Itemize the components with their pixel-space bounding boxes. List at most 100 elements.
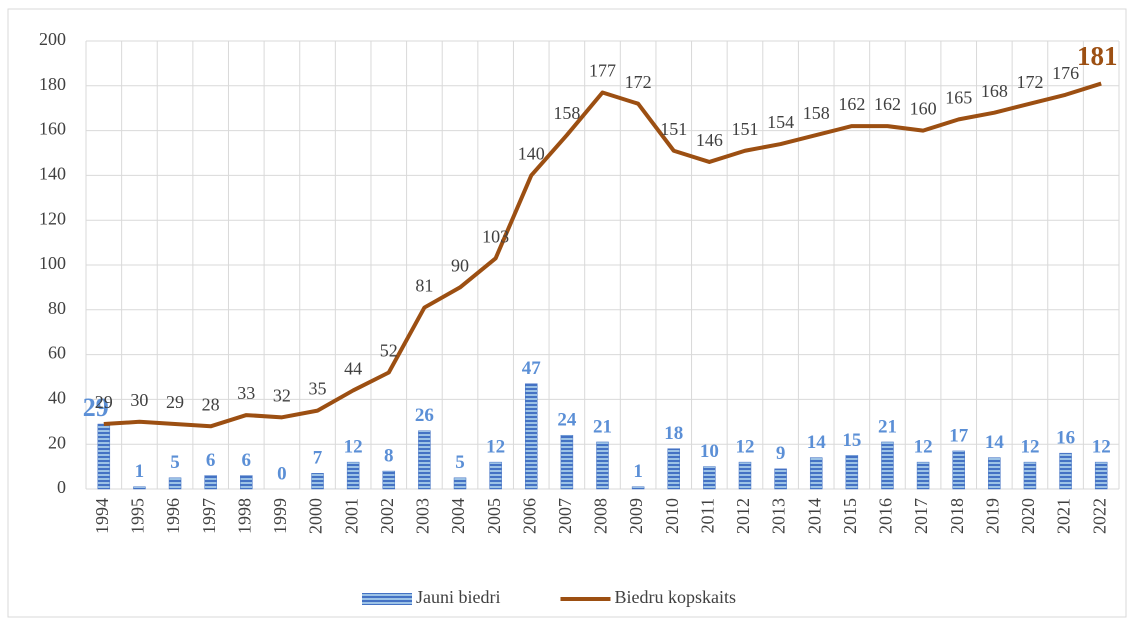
bar: [845, 455, 859, 490]
line-value-label: 168: [981, 81, 1008, 101]
x-tick-label: 1998: [234, 498, 254, 534]
x-tick-label: 2002: [377, 498, 397, 534]
chart-border: [7, 8, 1127, 618]
legend-label: Jauni biedri: [416, 587, 500, 607]
x-tick-label: 2016: [876, 498, 896, 534]
line-value-label: 52: [380, 341, 398, 361]
line-value-label: 30: [130, 390, 148, 410]
line-value-label: 151: [660, 119, 687, 139]
bar-value-label: 17: [949, 425, 969, 446]
y-tick-label: 60: [48, 343, 66, 363]
line-value-label: 160: [910, 99, 937, 119]
x-tick-label: 1997: [199, 498, 219, 534]
y-tick-label: 100: [39, 253, 66, 273]
bar-value-label: 12: [486, 436, 505, 457]
x-tick-label: 1995: [128, 498, 148, 534]
y-tick-label: 200: [39, 29, 66, 49]
line-value-label: 158: [553, 103, 580, 123]
bar-value-label: 18: [664, 423, 683, 444]
x-tick-label: 2001: [341, 498, 361, 534]
x-tick-label: 2012: [733, 498, 753, 534]
y-tick-label: 180: [39, 74, 66, 94]
line-value-label: 177: [589, 61, 616, 81]
bar-value-label: 12: [1020, 436, 1039, 457]
y-tick-label: 160: [39, 119, 66, 139]
line: [103, 81, 1102, 429]
line-value-label: 162: [838, 94, 865, 114]
x-tick-label: 2021: [1054, 498, 1074, 534]
line-value-label: 29: [166, 392, 184, 412]
bar: [1059, 452, 1072, 490]
x-tick-label: 2020: [1018, 498, 1038, 534]
bar-value-label: 1: [633, 461, 643, 482]
line-value-label: 172: [1016, 72, 1043, 92]
line-value-label: 140: [518, 144, 545, 164]
bar: [97, 423, 111, 490]
bar: [168, 477, 182, 490]
bar: [1094, 461, 1108, 490]
bar: [881, 441, 894, 490]
x-tick-label: 2003: [413, 498, 433, 534]
bar: [774, 468, 787, 490]
line-value-label: 162: [874, 94, 901, 114]
bar: [738, 461, 752, 490]
bar-value-label: 12: [735, 436, 754, 457]
x-tick-label: 2019: [982, 498, 1002, 534]
y-tick-label: 20: [48, 432, 66, 452]
line-value-label: 154: [767, 112, 794, 132]
bar-value-label: 0: [277, 463, 287, 484]
bar-value-label: 24: [557, 410, 577, 431]
legend-swatch: [362, 593, 412, 605]
x-tick-label: 2009: [626, 498, 646, 534]
line-value-label: 172: [625, 72, 652, 92]
x-tick-label: 2000: [306, 498, 326, 534]
line-value-label: 29: [95, 392, 113, 412]
bar: [703, 466, 716, 490]
bar: [418, 430, 431, 490]
bar-value-label: 5: [170, 452, 180, 473]
y-tick-label: 40: [48, 388, 66, 408]
line-value-label: 32: [273, 385, 291, 405]
bar-value-label: 10: [700, 441, 719, 462]
bar: [525, 383, 538, 490]
bar-value-label: 15: [842, 430, 861, 451]
x-tick-label: 2017: [911, 498, 931, 534]
x-tick-label: 2005: [484, 498, 504, 534]
bar: [596, 441, 609, 490]
x-tick-label: 1996: [163, 498, 183, 534]
bar-value-label: 7: [313, 448, 323, 469]
bar: [204, 475, 217, 490]
bar-value-label: 6: [242, 450, 252, 471]
line-value-label: 158: [803, 103, 830, 123]
bar-value-label: 5: [455, 452, 465, 473]
x-tick-label: 2008: [591, 498, 611, 534]
bar-value-label: 47: [522, 358, 542, 379]
bar: [489, 461, 502, 490]
bar-value-label: 8: [384, 445, 394, 466]
bar: [560, 434, 574, 490]
bar: [952, 450, 965, 490]
x-tick-label: 2015: [840, 498, 860, 534]
bar-value-label: 16: [1056, 428, 1075, 449]
y-tick-label: 80: [48, 298, 66, 318]
legend-label: Biedru kopskaits: [614, 587, 736, 607]
bar: [382, 470, 396, 490]
bar: [240, 475, 253, 490]
x-tick-label: 2007: [555, 498, 575, 534]
line-value-label: 44: [344, 359, 362, 379]
x-tick-label: 2006: [519, 498, 539, 534]
line-value-label: 35: [309, 379, 327, 399]
bar: [453, 477, 467, 490]
x-tick-label: 1999: [270, 498, 290, 534]
bar-value-label: 12: [914, 436, 933, 457]
bar-value-label: 26: [415, 405, 434, 426]
bar-value-label: 12: [344, 436, 363, 457]
bar: [988, 457, 1001, 490]
line-value-label: 33: [237, 383, 255, 403]
bar: [916, 461, 930, 490]
bar-value-label: 6: [206, 450, 216, 471]
line-value-label: 90: [451, 256, 469, 276]
line-value-label: 28: [202, 394, 220, 414]
bar: [631, 486, 645, 490]
